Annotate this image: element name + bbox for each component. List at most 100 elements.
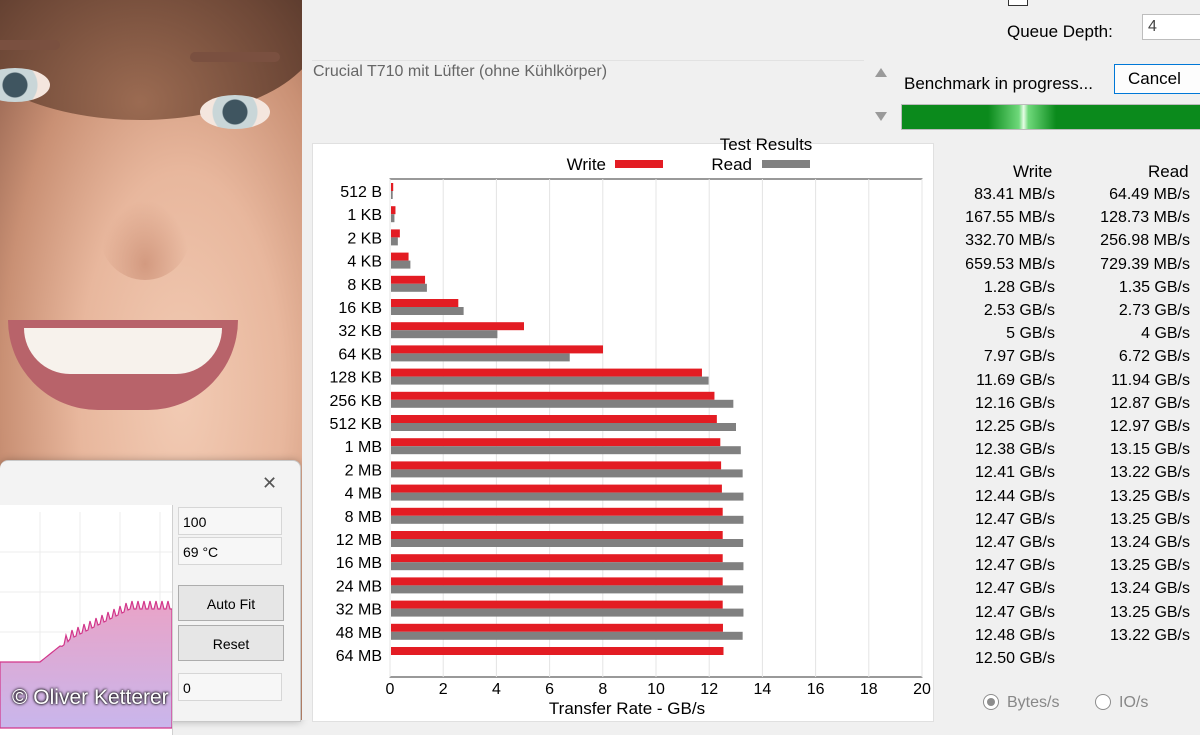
read-bar: [391, 585, 744, 594]
result-write-value: 12.50 GB/s: [974, 650, 1055, 667]
y-category-label: 8 KB: [347, 277, 382, 294]
status-text: Benchmark in progress...: [904, 74, 1093, 93]
result-read-value: 13.22 GB/s: [1109, 626, 1190, 644]
result-read-value: 13.15 GB/s: [1109, 441, 1190, 459]
write-bar: [391, 345, 604, 354]
y-category-label: 256 KB: [330, 393, 382, 410]
scroll-down-icon[interactable]: [875, 112, 887, 121]
result-write-value: 12.44 GB/s: [974, 487, 1055, 505]
photo-teeth: [24, 328, 222, 374]
auto-fit-button[interactable]: Auto Fit: [178, 585, 284, 621]
io-radio[interactable]: [1095, 694, 1111, 710]
result-read-value: 13.25 GB/s: [1109, 487, 1190, 505]
write-bar: [391, 229, 400, 238]
result-write-value: 11.69 GB/s: [976, 371, 1055, 389]
progress-bar: [901, 104, 1200, 130]
option-checkbox[interactable]: [1008, 0, 1028, 6]
x-tick-label: 4: [492, 681, 501, 698]
result-read-value: 12.97 GB/s: [1109, 418, 1190, 435]
legend-read-label: Read: [711, 155, 752, 174]
close-icon[interactable]: ✕: [262, 473, 278, 493]
description-scrollbar[interactable]: [866, 60, 894, 128]
radio-dot: [987, 698, 995, 706]
x-tick-label: 18: [860, 681, 878, 698]
write-bar: [391, 438, 721, 447]
result-read-value: 729.39 MB/s: [1100, 255, 1190, 273]
result-write-value: 332.70 MB/s: [965, 232, 1055, 250]
monitor-field-3[interactable]: 0: [178, 673, 282, 701]
cancel-button[interactable]: Cancel: [1114, 64, 1200, 94]
read-bar: [391, 376, 709, 385]
x-tick-label: 16: [807, 681, 825, 698]
monitor-window: ✕ 100 69 °C Auto Fit Reset 0: [0, 460, 301, 735]
read-bar: [391, 353, 570, 362]
read-bar: [391, 260, 411, 269]
x-tick-label: 14: [754, 681, 772, 698]
result-write-value: 12.47 GB/s: [974, 603, 1055, 621]
scroll-up-icon[interactable]: [875, 68, 887, 77]
y-category-label: 512 KB: [330, 416, 382, 433]
photo-eye: [200, 95, 270, 129]
x-tick-label: 8: [598, 681, 607, 698]
result-write-value: 12.41 GB/s: [974, 464, 1055, 482]
monitor-field-1[interactable]: 100: [178, 507, 282, 535]
read-bar: [391, 492, 744, 501]
read-bar: [391, 399, 734, 408]
result-read-value: 1.35 GB/s: [1118, 278, 1190, 296]
write-bar: [391, 322, 524, 331]
results-write-header: Write: [1013, 162, 1053, 181]
read-bar: [391, 330, 498, 339]
x-tick-label: 6: [545, 681, 554, 698]
write-bar: [391, 415, 717, 423]
write-bar: [391, 484, 722, 493]
y-category-label: 1 MB: [345, 439, 382, 456]
temperature-area: [0, 600, 172, 729]
read-bar: [391, 562, 744, 571]
result-read-value: 13.24 GB/s: [1109, 580, 1190, 598]
result-write-value: 83.41 MB/s: [974, 186, 1055, 203]
result-write-value: 12.47 GB/s: [974, 580, 1055, 598]
progress-fill: [902, 105, 1200, 129]
description-field[interactable]: Crucial T710 mit Lüfter (ohne Kühlkörper…: [312, 60, 864, 122]
photo-nose: [100, 200, 190, 280]
reset-button[interactable]: Reset: [178, 625, 284, 661]
y-category-label: 64 KB: [338, 346, 382, 363]
read-bar: [391, 446, 741, 455]
read-bar: [391, 631, 743, 640]
read-bar: [391, 214, 395, 223]
bytes-radio-label: Bytes/s: [1007, 694, 1060, 711]
result-write-value: 5 GB/s: [1006, 325, 1055, 343]
y-category-label: 24 MB: [336, 578, 382, 595]
write-bar: [391, 507, 723, 516]
io-radio-label: IO/s: [1119, 694, 1149, 711]
temperature-graph: [0, 505, 173, 735]
photo-brow: [190, 52, 280, 62]
read-bar: [391, 608, 744, 617]
results-read-header: Read: [1148, 162, 1189, 181]
result-write-value: 12.47 GB/s: [974, 557, 1055, 575]
y-labels: 512 B 1 KB 2 KB 4 KB 8 KB 16 KB 32 KB 64 KB 128 …: [330, 184, 382, 665]
write-bar: [391, 531, 723, 539]
result-read-value: 128.73 MB/s: [1100, 209, 1190, 227]
bytes-radio[interactable]: [983, 694, 999, 710]
y-category-label: 1 KB: [347, 207, 382, 224]
write-bar: [391, 299, 459, 307]
result-read-value: 13.25 GB/s: [1109, 603, 1190, 621]
results-chart: Test Results Write Read 512 B 1 KB 2 KB 4 K…: [330, 135, 931, 718]
result-write-value: 12.16 GB/s: [974, 394, 1055, 412]
read-bar: [391, 423, 737, 431]
read-bar: [391, 539, 744, 547]
queue-depth-input[interactable]: 4: [1142, 14, 1200, 40]
y-category-label: 16 MB: [336, 555, 382, 572]
chart-title: Test Results: [720, 135, 813, 154]
temperature-field[interactable]: 69 °C: [178, 537, 282, 565]
x-tick-label: 10: [647, 681, 665, 698]
write-bar: [391, 554, 723, 563]
result-write-value: 12.47 GB/s: [974, 510, 1055, 528]
write-bar: [391, 368, 702, 377]
result-read-value: 256.98 MB/s: [1100, 232, 1190, 250]
x-ticks: 0 2 4 6 8 10 12 14 16 18 20: [386, 681, 931, 698]
result-write-value: 12.48 GB/s: [974, 626, 1055, 644]
write-bar: [391, 600, 723, 609]
read-bar: [391, 515, 744, 524]
